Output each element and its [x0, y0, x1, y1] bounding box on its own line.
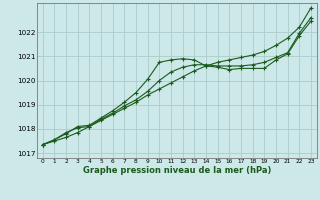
X-axis label: Graphe pression niveau de la mer (hPa): Graphe pression niveau de la mer (hPa) [83, 166, 271, 175]
